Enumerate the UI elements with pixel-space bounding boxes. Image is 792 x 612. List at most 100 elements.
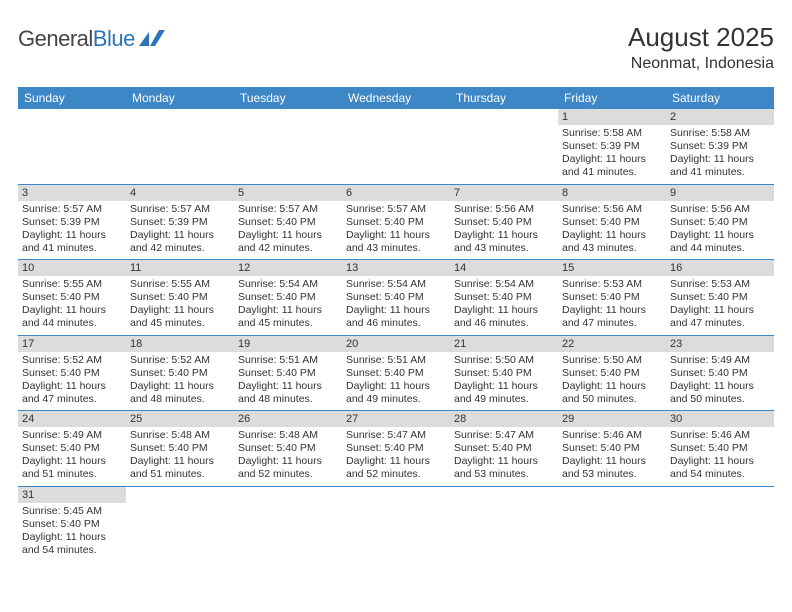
sunrise-text: Sunrise: 5:46 AM: [670, 429, 770, 442]
daylight-text: Daylight: 11 hours and 41 minutes.: [670, 153, 770, 179]
calendar-cell: 26Sunrise: 5:48 AMSunset: 5:40 PMDayligh…: [234, 411, 342, 487]
calendar-cell: 20Sunrise: 5:51 AMSunset: 5:40 PMDayligh…: [342, 335, 450, 411]
sunrise-text: Sunrise: 5:47 AM: [346, 429, 446, 442]
day-body: Sunrise: 5:46 AMSunset: 5:40 PMDaylight:…: [666, 427, 774, 486]
sunrise-text: Sunrise: 5:54 AM: [454, 278, 554, 291]
calendar-head: SundayMondayTuesdayWednesdayThursdayFrid…: [18, 87, 774, 109]
calendar-cell: 6Sunrise: 5:57 AMSunset: 5:40 PMDaylight…: [342, 184, 450, 260]
sunrise-text: Sunrise: 5:54 AM: [346, 278, 446, 291]
daylight-text: Daylight: 11 hours and 47 minutes.: [562, 304, 662, 330]
sunrise-text: Sunrise: 5:47 AM: [454, 429, 554, 442]
calendar-cell: 25Sunrise: 5:48 AMSunset: 5:40 PMDayligh…: [126, 411, 234, 487]
calendar-cell: 5Sunrise: 5:57 AMSunset: 5:40 PMDaylight…: [234, 184, 342, 260]
sunset-text: Sunset: 5:39 PM: [562, 140, 662, 153]
daylight-text: Daylight: 11 hours and 44 minutes.: [670, 229, 770, 255]
sunset-text: Sunset: 5:40 PM: [22, 367, 122, 380]
day-body: Sunrise: 5:54 AMSunset: 5:40 PMDaylight:…: [234, 276, 342, 335]
sunset-text: Sunset: 5:40 PM: [346, 216, 446, 229]
calendar-cell: 1Sunrise: 5:58 AMSunset: 5:39 PMDaylight…: [558, 109, 666, 184]
calendar-cell: 8 Sunrise: 5:56 AMSunset: 5:40 PMDaylight…: [558, 184, 666, 260]
day-body: Sunrise: 5:53 AMSunset: 5:40 PMDaylight:…: [558, 276, 666, 335]
day-number: 2: [666, 109, 774, 125]
daylight-text: Daylight: 11 hours and 46 minutes.: [454, 304, 554, 330]
sunset-text: Sunset: 5:40 PM: [562, 291, 662, 304]
sunrise-text: Sunrise: 5:50 AM: [562, 354, 662, 367]
daylight-text: Daylight: 11 hours and 43 minutes.: [454, 229, 554, 255]
calendar-body: 1Sunrise: 5:58 AMSunset: 5:39 PMDaylight…: [18, 109, 774, 561]
calendar-cell: 14Sunrise: 5:54 AMSunset: 5:40 PMDayligh…: [450, 260, 558, 336]
sunset-text: Sunset: 5:40 PM: [238, 367, 338, 380]
day-number: 18: [126, 336, 234, 352]
day-body: Sunrise: 5:49 AMSunset: 5:40 PMDaylight:…: [666, 352, 774, 411]
day-body: Sunrise: 5:47 AMSunset: 5:40 PMDaylight:…: [342, 427, 450, 486]
calendar-cell: 29Sunrise: 5:46 AMSunset: 5:40 PMDayligh…: [558, 411, 666, 487]
day-body: Sunrise: 5:48 AMSunset: 5:40 PMDaylight:…: [234, 427, 342, 486]
logo-text-blue: Blue: [93, 26, 135, 52]
day-body: Sunrise: 5:54 AMSunset: 5:40 PMDaylight:…: [342, 276, 450, 335]
day-body: Sunrise: 5:50 AMSunset: 5:40 PMDaylight:…: [558, 352, 666, 411]
day-number: 8: [558, 185, 666, 201]
calendar-cell: 13Sunrise: 5:54 AMSunset: 5:40 PMDayligh…: [342, 260, 450, 336]
sunrise-text: Sunrise: 5:48 AM: [238, 429, 338, 442]
day-body: Sunrise: 5:45 AMSunset: 5:40 PMDaylight:…: [18, 503, 126, 562]
day-body: Sunrise: 5:58 AMSunset: 5:39 PMDaylight:…: [558, 125, 666, 184]
calendar-cell: [18, 109, 126, 184]
sunrise-text: Sunrise: 5:51 AM: [238, 354, 338, 367]
day-body: Sunrise: 5:57 AMSunset: 5:40 PMDaylight:…: [234, 201, 342, 260]
title-block: August 2025 Neonmat, Indonesia: [628, 22, 774, 73]
daylight-text: Daylight: 11 hours and 49 minutes.: [346, 380, 446, 406]
sunset-text: Sunset: 5:40 PM: [130, 367, 230, 380]
sunset-text: Sunset: 5:40 PM: [562, 216, 662, 229]
calendar-cell: 4Sunrise: 5:57 AMSunset: 5:39 PMDaylight…: [126, 184, 234, 260]
sunset-text: Sunset: 5:40 PM: [562, 442, 662, 455]
sunrise-text: Sunrise: 5:57 AM: [22, 203, 122, 216]
day-number: 23: [666, 336, 774, 352]
day-number: 25: [126, 411, 234, 427]
sunset-text: Sunset: 5:40 PM: [346, 442, 446, 455]
calendar-cell: 15Sunrise: 5:53 AMSunset: 5:40 PMDayligh…: [558, 260, 666, 336]
daylight-text: Daylight: 11 hours and 54 minutes.: [22, 531, 122, 557]
sunset-text: Sunset: 5:40 PM: [454, 291, 554, 304]
daylight-text: Daylight: 11 hours and 53 minutes.: [562, 455, 662, 481]
calendar-cell: 10Sunrise: 5:55 AMSunset: 5:40 PMDayligh…: [18, 260, 126, 336]
sunrise-text: Sunrise: 5:49 AM: [670, 354, 770, 367]
sunset-text: Sunset: 5:40 PM: [454, 442, 554, 455]
day-number: 9: [666, 185, 774, 201]
sunrise-text: Sunrise: 5:56 AM: [562, 203, 662, 216]
day-body: Sunrise: 5:57 AMSunset: 5:40 PMDaylight:…: [342, 201, 450, 260]
sunset-text: Sunset: 5:40 PM: [346, 367, 446, 380]
calendar-cell: [234, 486, 342, 561]
day-body: Sunrise: 5:55 AMSunset: 5:40 PMDaylight:…: [18, 276, 126, 335]
calendar-week: 3Sunrise: 5:57 AMSunset: 5:39 PMDaylight…: [18, 184, 774, 260]
daylight-text: Daylight: 11 hours and 43 minutes.: [346, 229, 446, 255]
day-number: 10: [18, 260, 126, 276]
daylight-text: Daylight: 11 hours and 48 minutes.: [130, 380, 230, 406]
sunrise-text: Sunrise: 5:57 AM: [130, 203, 230, 216]
sunrise-text: Sunrise: 5:57 AM: [238, 203, 338, 216]
sunset-text: Sunset: 5:40 PM: [238, 291, 338, 304]
sunset-text: Sunset: 5:40 PM: [238, 216, 338, 229]
sunrise-text: Sunrise: 5:51 AM: [346, 354, 446, 367]
day-body: Sunrise: 5:51 AMSunset: 5:40 PMDaylight:…: [234, 352, 342, 411]
day-number: 22: [558, 336, 666, 352]
sunrise-text: Sunrise: 5:53 AM: [562, 278, 662, 291]
daylight-text: Daylight: 11 hours and 51 minutes.: [22, 455, 122, 481]
sunset-text: Sunset: 5:40 PM: [670, 216, 770, 229]
sunrise-text: Sunrise: 5:50 AM: [454, 354, 554, 367]
day-number: 29: [558, 411, 666, 427]
daylight-text: Daylight: 11 hours and 42 minutes.: [238, 229, 338, 255]
daylight-text: Daylight: 11 hours and 54 minutes.: [670, 455, 770, 481]
day-body: Sunrise: 5:52 AMSunset: 5:40 PMDaylight:…: [126, 352, 234, 411]
month-title: August 2025: [628, 22, 774, 53]
calendar-cell: [450, 486, 558, 561]
day-number: 15: [558, 260, 666, 276]
day-header: Saturday: [666, 87, 774, 109]
daylight-text: Daylight: 11 hours and 41 minutes.: [562, 153, 662, 179]
daylight-text: Daylight: 11 hours and 43 minutes.: [562, 229, 662, 255]
daylight-text: Daylight: 11 hours and 44 minutes.: [22, 304, 122, 330]
sunset-text: Sunset: 5:40 PM: [22, 291, 122, 304]
calendar-cell: 3Sunrise: 5:57 AMSunset: 5:39 PMDaylight…: [18, 184, 126, 260]
day-number: 24: [18, 411, 126, 427]
sunset-text: Sunset: 5:40 PM: [22, 442, 122, 455]
calendar-week: 1Sunrise: 5:58 AMSunset: 5:39 PMDaylight…: [18, 109, 774, 184]
